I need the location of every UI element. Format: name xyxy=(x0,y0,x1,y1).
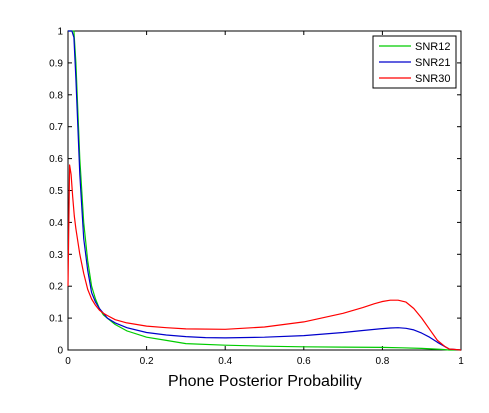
x-tick-label: 0 xyxy=(65,356,71,367)
x-axis-title: Phone Posterior Probability xyxy=(168,373,362,390)
x-tick-label: 0.6 xyxy=(297,356,311,367)
y-tick-label: 0.3 xyxy=(49,250,63,261)
y-tick-label: 0 xyxy=(57,346,63,357)
x-tick-label: 1 xyxy=(458,356,464,367)
y-tick-label: 0.7 xyxy=(49,122,63,133)
legend-label-snr21: SNR21 xyxy=(415,57,450,69)
y-tick-label: 0.1 xyxy=(49,314,63,325)
y-tick-label: 0.2 xyxy=(49,282,63,293)
legend-label-snr12: SNR12 xyxy=(415,41,450,53)
series-line-snr21 xyxy=(68,30,462,351)
y-tick-label: 0.9 xyxy=(49,58,63,69)
y-tick-label: 0.6 xyxy=(49,154,63,165)
y-tick-label: 0.4 xyxy=(49,218,63,229)
x-tick-label: 0.2 xyxy=(140,356,154,367)
series-lines xyxy=(67,30,462,351)
legend-label-snr30: SNR30 xyxy=(415,73,450,85)
y-tick-label: 1 xyxy=(57,27,63,38)
y-axis-ticks: 0 0.1 0.2 0.3 0.4 0.5 0.6 0.7 0.8 0.9 1 xyxy=(49,27,461,357)
series-line-snr12 xyxy=(68,30,461,351)
series-line-snr30 xyxy=(67,164,462,351)
x-tick-label: 0.4 xyxy=(218,356,232,367)
y-tick-label: 0.8 xyxy=(49,90,63,101)
y-tick-label: 0.5 xyxy=(49,186,63,197)
x-tick-label: 0.8 xyxy=(375,356,389,367)
legend: SNR12 SNR21 SNR30 xyxy=(372,35,457,89)
x-axis-ticks: 0 0.2 0.4 0.6 0.8 1 xyxy=(65,31,464,367)
